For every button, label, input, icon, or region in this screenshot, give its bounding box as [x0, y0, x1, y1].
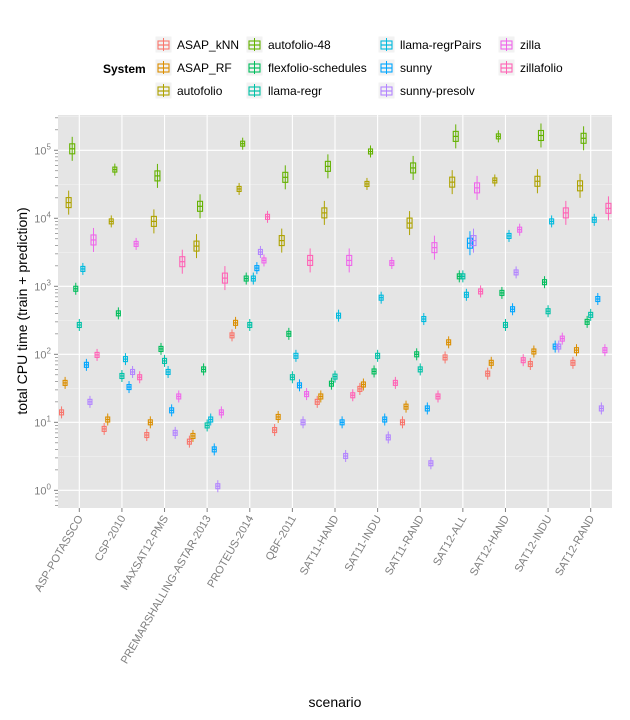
y-tick-label: 103	[34, 278, 51, 293]
y-tick-label: 101	[34, 414, 51, 429]
y-axis: 100 101 102 103 104 105	[34, 117, 58, 506]
legend-label: zilla	[520, 38, 541, 52]
x-axis: ASP-POTASSCO CSP-2010MAXSAT12-PMSPREMARSH…	[33, 508, 597, 666]
y-tick-label: 104	[34, 210, 51, 225]
legend-label: llama-regr	[268, 84, 322, 98]
x-tick-label: QBF-2011	[264, 514, 299, 563]
legend-title: System	[103, 62, 146, 76]
y-tick-label: 105	[34, 142, 51, 157]
x-tick-label: SAT12-RAND	[553, 513, 597, 578]
legend-label: zillafolio	[520, 61, 563, 75]
legend-label: autofolio	[177, 84, 223, 98]
legend-label: sunny-presolv	[400, 84, 475, 98]
legend-label: sunny	[400, 61, 432, 75]
legend-label: autofolio-48	[268, 38, 331, 52]
legend-label: llama-regrPairs	[400, 38, 481, 52]
x-tick-label: SAT11-INDU	[343, 513, 385, 573]
x-tick-label: PROTEUS-2014	[205, 514, 256, 590]
y-tick-label: 100	[34, 482, 51, 497]
x-tick-label: SAT12-HAND	[468, 513, 512, 578]
y-tick-label: 102	[34, 346, 51, 361]
x-axis-title: scenario	[309, 694, 362, 710]
x-tick-label: SAT11-RAND	[383, 513, 427, 577]
legend-label: ASAP_RF	[177, 61, 232, 75]
x-tick-label: MAXSAT12-PMS	[119, 514, 171, 593]
x-tick-label: PREMARSHALLING-ASTAR-2013	[119, 514, 214, 666]
legend-label: flexfolio-schedules	[268, 61, 367, 75]
x-tick-label: ASP-POTASSCO	[33, 513, 87, 594]
x-tick-label: SAT12-INDU	[513, 513, 555, 574]
box-marks	[59, 123, 612, 493]
legend: System ASAP_kNN ASAP_RF autofolio autofolio…	[103, 35, 563, 100]
x-tick-label: SAT12-ALL	[431, 514, 469, 569]
legend-label: ASAP_kNN	[177, 38, 239, 52]
y-axis-title: total CPU time (train + prediction)	[14, 207, 30, 414]
x-tick-label: SAT11-HAND	[298, 513, 342, 577]
x-tick-label: CSP-2010	[93, 514, 129, 564]
